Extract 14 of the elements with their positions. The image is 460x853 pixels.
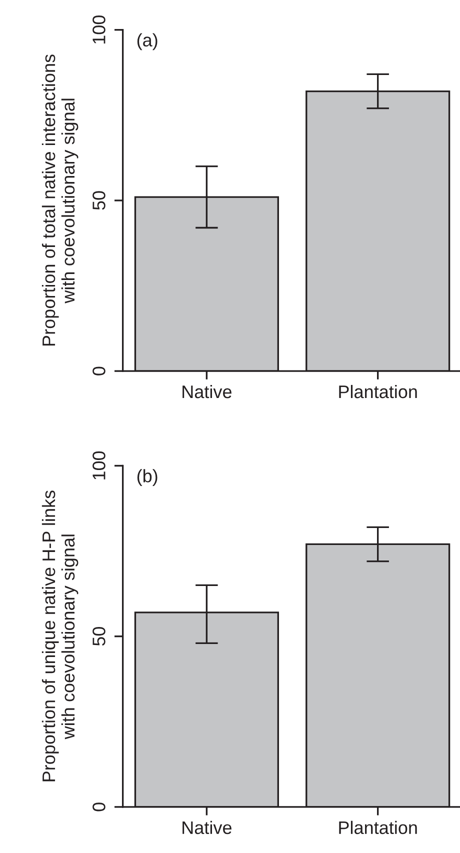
y-tick-label: 0 [92,366,106,376]
x-tick-label: Plantation [339,384,417,398]
y-tick-label: 0 [92,802,106,812]
y-tick-label: 100 [92,451,106,480]
annotation: (b) [137,469,158,486]
y-tick-label: 50 [92,191,106,210]
y-tick-label: 100 [92,15,106,44]
x-tick-label: Native [182,820,232,834]
y-tick-label: 50 [92,627,106,646]
y-axis-title: Proportion of unique native H-P links with coevolutionary signal [42,490,78,782]
y-axis-title: Proportion of total native interactions with coevolutionary signal [42,54,78,346]
x-tick-label: Native [182,384,232,398]
x-tick-label: Plantation [339,820,417,834]
annotation: (a) [137,33,158,50]
